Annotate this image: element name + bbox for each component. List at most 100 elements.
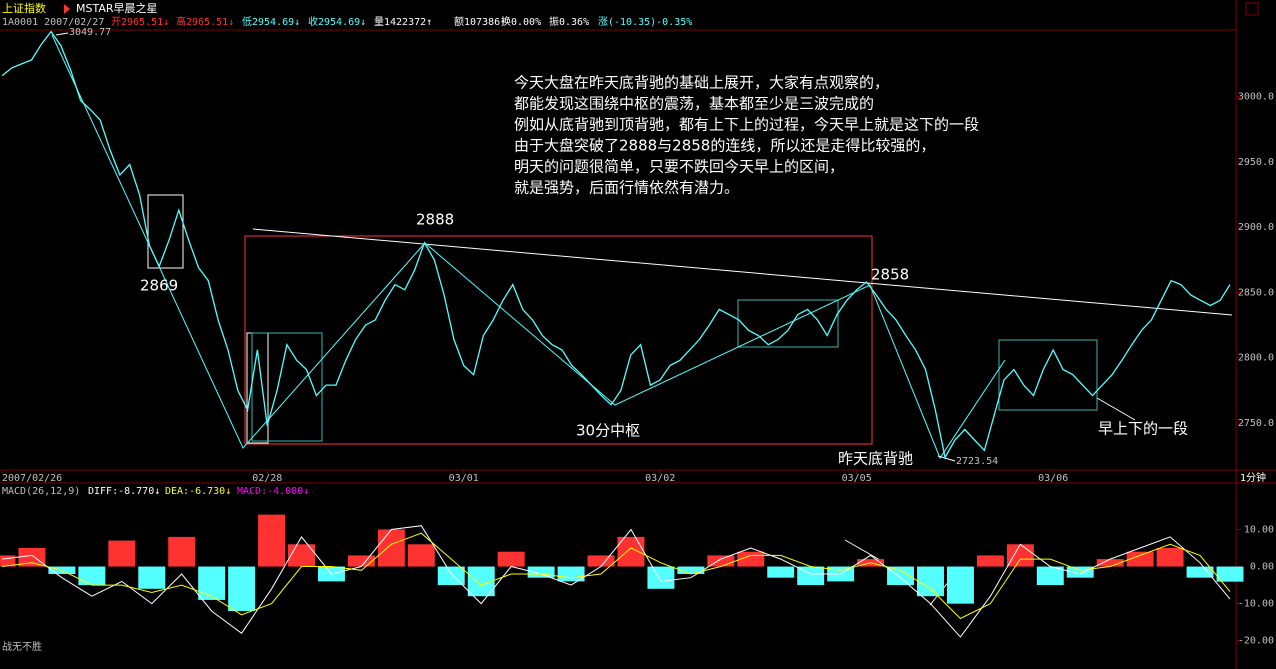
y-tick-label: 2950.0: [1238, 157, 1274, 168]
y-tick-label: 0.00: [1250, 562, 1274, 573]
menu-arrow[interactable]: [64, 4, 70, 14]
note-line: 例如从底背驰到顶背驰，都有上下上的过程，今天早上就是这下的一段: [514, 116, 979, 134]
macd-bar: [617, 536, 645, 567]
zigzag: [51, 34, 1006, 460]
macd-bar: [677, 566, 705, 574]
high: 高2965.51↓: [176, 15, 234, 28]
pointer: [1096, 397, 1136, 421]
annotation: 2858: [871, 266, 909, 284]
amplitude: 振0.36%: [549, 15, 589, 28]
macd-bar: [767, 566, 795, 578]
annotation: 昨天底背驰: [838, 450, 913, 468]
x-tick-label: 03/05: [842, 473, 872, 484]
price-line: [1, 30, 1231, 460]
macd-bar: [407, 544, 435, 567]
legend-entry: DEA:-6.730↓: [165, 486, 231, 497]
turnover: 换0.00%: [501, 15, 541, 28]
note-line: 今天大盘在昨天底背驰的基础上展开，大家有点观察的，: [514, 74, 889, 92]
close: 收2954.69↓: [308, 15, 366, 28]
period: 1分钟: [1240, 471, 1266, 484]
annotation: 2723.54: [956, 456, 998, 467]
box: [147, 194, 184, 269]
annotation: 早上下的一段: [1098, 420, 1188, 438]
x-tick-label: 03/02: [645, 473, 675, 484]
macd-bar: [887, 566, 915, 586]
macd-bar: [1126, 551, 1154, 567]
box: [251, 332, 323, 442]
macd-bar: [527, 566, 555, 578]
footer: 战无不胜: [2, 641, 42, 653]
macd-line: [1, 532, 1231, 620]
y-tick-label: 2800.0: [1238, 353, 1274, 364]
macd-bar: [437, 566, 465, 586]
pointer: [937, 455, 956, 462]
annotation: 30分中枢: [576, 422, 640, 440]
note-line: 都能发现这围绕中枢的震荡，基本都至少是三波完成的: [514, 95, 874, 113]
macd-title: MACD(26,12,9): [2, 486, 80, 497]
window-button[interactable]: [1245, 2, 1259, 16]
trend-line: [252, 228, 1233, 316]
index-title: 上证指数: [2, 1, 46, 15]
macd-bar: [946, 566, 974, 604]
macd-bar: [198, 566, 226, 600]
x-tick-label: 2007/02/26: [2, 473, 62, 484]
annotation: 2888: [416, 211, 454, 229]
y-tick-label: 3000.0: [1238, 92, 1274, 103]
pointer: [844, 539, 881, 561]
pointer: [55, 32, 69, 36]
macd-bar: [1066, 566, 1094, 578]
volume: 量1422372↑: [374, 16, 432, 28]
macd-line: [1, 525, 1231, 638]
macd-bar: [108, 540, 136, 567]
macd-bar: [78, 566, 106, 586]
macd-bar: [288, 544, 315, 567]
note-line: 由于大盘突破了2888与2858的连线，所以还是走得比较强的，: [514, 137, 935, 155]
box: [998, 339, 1098, 411]
macd-bar: [976, 555, 1004, 567]
amount: 额107386↑: [454, 15, 506, 28]
y-tick-label: 2850.0: [1238, 287, 1274, 298]
low: 低2954.69↓: [242, 15, 300, 28]
macd-bar: [377, 529, 405, 567]
code: 1A0001 2007/02/27: [2, 17, 104, 28]
box: [737, 299, 839, 348]
y-tick-label: -20.00: [1238, 636, 1274, 647]
macd-bar: [258, 514, 286, 567]
macd-bar: [1156, 548, 1184, 567]
macd-bar: [138, 566, 166, 589]
x-tick-label: 02/28: [252, 473, 282, 484]
macd-bar: [168, 536, 196, 567]
x-tick-label: 03/06: [1038, 473, 1068, 484]
macd-bar: [557, 566, 585, 582]
macd-bar: [347, 555, 375, 567]
macd-bar: [18, 548, 46, 567]
legend-entry: MACD:-4.080↓: [237, 486, 309, 497]
y-tick-label: -10.00: [1238, 599, 1274, 610]
macd-bar: [587, 555, 615, 567]
macd-bar: [707, 555, 735, 567]
macd-bar: [1186, 566, 1214, 578]
zone-box: [244, 235, 873, 445]
annotation: 3049.77: [69, 27, 111, 38]
macd-bar: [0, 555, 16, 567]
change: 涨(-10.35)-0.35%: [598, 16, 692, 28]
annotation: 2869: [140, 277, 178, 295]
y-tick-label: 2900.0: [1238, 222, 1274, 233]
macd-bar: [497, 551, 525, 567]
x-tick-label: 03/01: [449, 473, 479, 484]
menu[interactable]: MSTAR早晨之星: [76, 1, 158, 15]
open: 开2965.51↓: [111, 17, 169, 28]
macd-bar: [1096, 559, 1124, 567]
note-line: 明天的问题很简单，只要不跌回今天早上的区间，: [514, 158, 844, 176]
y-tick-label: 2750.0: [1238, 418, 1274, 429]
y-tick-label: 10.00: [1244, 524, 1274, 535]
macd-bar: [1216, 566, 1244, 582]
macd-bar: [1036, 566, 1064, 586]
legend-entry: DIFF:-8.770↓: [88, 486, 160, 497]
macd-bar: [228, 566, 256, 612]
macd-bar: [1006, 544, 1034, 567]
note-line: 就是强势，后面行情依然有潜力。: [514, 179, 739, 197]
macd-bar: [917, 566, 944, 597]
macd-bar: [647, 566, 675, 589]
